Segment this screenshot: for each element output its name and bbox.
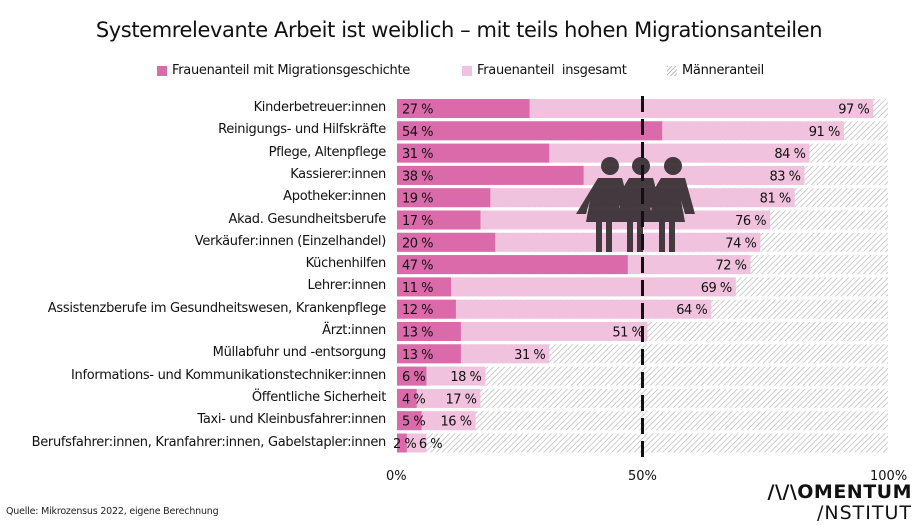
- bar-women-migration: [397, 366, 427, 386]
- value-label-women-total: 17 %: [445, 392, 476, 407]
- bar-women-migration: [397, 299, 456, 319]
- value-label-migration: 12 %: [402, 303, 433, 318]
- logo-line-1: /\/\OMENTUM: [767, 481, 912, 503]
- chart-title: Systemrelevante Arbeit ist weiblich – mi…: [95, 18, 823, 42]
- category-label: Küchenhilfen: [305, 256, 387, 272]
- x-tick-50: 50%: [628, 469, 657, 484]
- value-label-migration: 38 %: [402, 169, 433, 184]
- category-label: Verkäufer:innen (Einzelhandel): [194, 233, 387, 249]
- category-label: Assistenzberufe im Gesundheitswesen, Kra…: [47, 300, 387, 316]
- bar-women-migration: [397, 210, 481, 230]
- value-label-migration: 17 %: [402, 214, 433, 229]
- value-label-migration: 5 %: [402, 415, 425, 430]
- value-label-migration: 54 %: [402, 125, 433, 140]
- legend: Frauenanteil mit Migrationsgeschichte Fr…: [0, 63, 918, 81]
- bar-women-total: [397, 388, 481, 408]
- bar-women-migration: [397, 344, 461, 364]
- category-label: Reinigungs- und Hilfskräfte: [218, 122, 386, 138]
- value-label-women-total: 69 %: [701, 281, 732, 296]
- legend-swatch-migration: [157, 65, 167, 76]
- value-label-women-total: 64 %: [676, 303, 707, 318]
- category-label: Akad. Gesundheitsberufe: [228, 211, 387, 227]
- bar-women-migration: [397, 277, 452, 297]
- bar-women-migration: [397, 232, 496, 252]
- bar-row: [397, 121, 888, 141]
- value-label-women-total: 74 %: [725, 236, 756, 251]
- category-label: Ärzt:innen: [322, 323, 386, 338]
- bar-women-migration: [397, 121, 663, 141]
- bar-women-migration: [397, 433, 407, 453]
- value-label-women-total: 51 %: [612, 326, 643, 341]
- bar-women-migration: [397, 322, 461, 341]
- category-label: Lehrer:innen: [307, 278, 386, 294]
- value-label-women-total: 84 %: [774, 147, 805, 162]
- legend-label-men: Männeranteil: [682, 63, 764, 78]
- source-note: Quelle: Mikrozensus 2022, eigene Berechn…: [6, 506, 219, 517]
- value-label-women-total: 18 %: [450, 370, 481, 385]
- bar-women-migration: [397, 411, 422, 431]
- legend-swatch-women-total: [462, 65, 472, 76]
- value-label-women-total: 81 %: [760, 192, 791, 207]
- bar-women-migration: [397, 99, 530, 118]
- value-label-migration: 13 %: [402, 326, 433, 341]
- bar-women-migration: [397, 143, 550, 163]
- legend-swatch-men: [667, 65, 677, 76]
- value-label-migration: 13 %: [402, 348, 433, 363]
- x-tick-0: 0%: [386, 469, 407, 484]
- category-label: Apotheker:innen: [283, 189, 386, 205]
- value-label-migration: 27 %: [402, 103, 433, 118]
- value-label-women-total: 16 %: [441, 415, 472, 430]
- value-label-women-total: 6 %: [419, 437, 442, 452]
- category-label: Informations- und Kommunikationstechnike…: [70, 367, 386, 383]
- value-label-migration: 19 %: [402, 192, 433, 207]
- logo-line-2: /NSTITUT: [816, 502, 912, 524]
- value-label-migration: 47 %: [402, 259, 433, 274]
- legend-label-women-total: Frauenanteil insgesamt: [477, 63, 627, 78]
- category-label: Kinderbetreuer:innen: [253, 100, 387, 115]
- momentum-institut-logo: /\/\OMENTUM /NSTITUT: [768, 483, 913, 523]
- legend-item-women-total: Frauenanteil insgesamt: [462, 63, 627, 78]
- bar-women-migration: [397, 255, 628, 275]
- value-label-women-total: 97 %: [838, 103, 869, 118]
- value-label-migration: 20 %: [402, 236, 433, 251]
- value-label-women-total: 31 %: [514, 348, 545, 363]
- x-tick-100: 100%: [870, 469, 908, 484]
- category-label: Taxi- und Kleinbusfahrer:innen: [197, 412, 386, 428]
- bar-women-total: [397, 277, 736, 297]
- bar-women-migration: [397, 165, 584, 185]
- legend-label-migration: Frauenanteil mit Migrationsgeschichte: [172, 63, 410, 78]
- bar-row: [397, 344, 888, 364]
- category-label: Müllabfuhr und -entsorgung: [212, 345, 387, 361]
- category-label: Kassierer:innen: [290, 166, 386, 182]
- legend-item-men: Männeranteil: [667, 63, 764, 78]
- bar-women-migration: [397, 188, 491, 208]
- category-label: Pflege, Altenpflege: [268, 144, 387, 160]
- value-label-women-total: 72 %: [715, 259, 746, 274]
- three-women-icon: [576, 157, 695, 252]
- legend-item-migration: Frauenanteil mit Migrationsgeschichte: [157, 63, 410, 78]
- category-label: Öffentliche Sicherheit: [251, 389, 386, 405]
- value-label-migration: 6 %: [402, 370, 425, 385]
- value-label-women-total: 91 %: [809, 125, 840, 140]
- value-label-migration: 31 %: [402, 147, 433, 162]
- bar-women-total: [397, 299, 712, 319]
- value-label-women-total: 76 %: [735, 214, 766, 229]
- value-label-women-total: 83 %: [769, 169, 800, 184]
- category-label: Berufsfahrer:innen, Kranfahrer:innen, Ga…: [31, 434, 387, 450]
- bar-women-migration: [397, 388, 417, 408]
- value-label-migration: 11 %: [402, 281, 433, 296]
- value-label-migration: 4 %: [402, 392, 425, 407]
- value-label-migration: 2 %: [393, 437, 416, 452]
